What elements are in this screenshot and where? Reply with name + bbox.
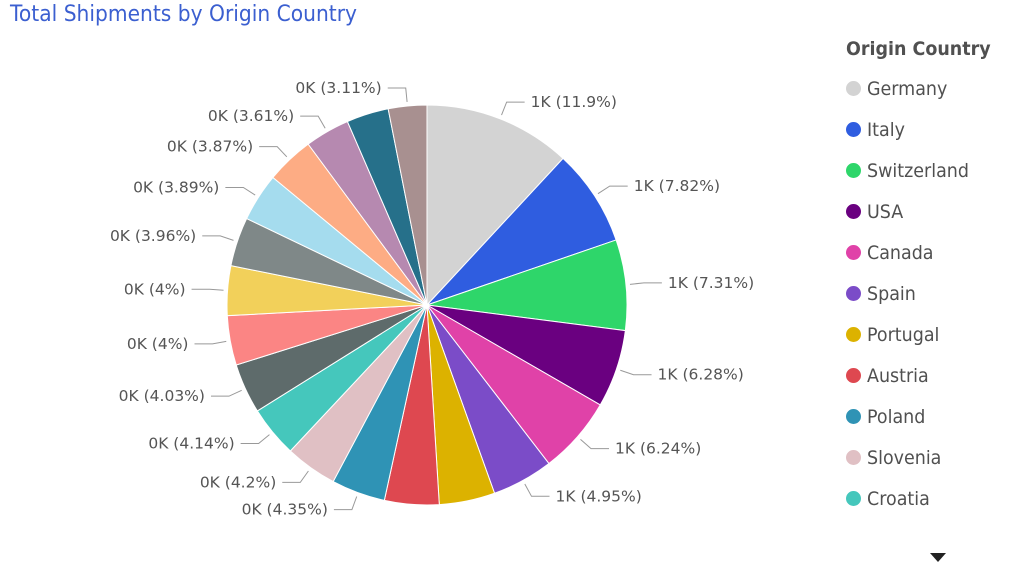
legend-swatch: [846, 368, 861, 383]
leader-line: [620, 369, 652, 376]
data-label: 0K (3.89%): [133, 179, 219, 197]
legend-swatch: [846, 163, 861, 178]
leader-line: [225, 187, 256, 196]
legend-label: Italy: [867, 118, 905, 141]
pie-chart: 1K (11.9%) 1K (7.82%) 1K (7.31%) 1K (6.28%)…: [110, 79, 754, 519]
legend-swatch: [846, 327, 861, 342]
legend-label: Portugal: [867, 323, 940, 346]
legend: Origin Country Germany Italy Switzerland US…: [846, 38, 1026, 519]
data-label: 0K (4.03%): [119, 387, 205, 405]
leader-line: [580, 438, 610, 450]
legend-swatch: [846, 122, 861, 137]
legend-item[interactable]: Poland: [846, 396, 1026, 437]
leader-line: [501, 101, 525, 116]
data-label: 0K (3.87%): [167, 138, 253, 156]
data-label: 1K (7.82%): [634, 177, 720, 195]
leader-line: [282, 470, 309, 483]
legend-item[interactable]: Germany: [846, 68, 1026, 109]
legend-item[interactable]: Slovenia: [846, 437, 1026, 478]
data-label: 0K (4.14%): [148, 434, 234, 452]
legend-item[interactable]: Spain: [846, 273, 1026, 314]
legend-swatch: [846, 450, 861, 465]
leader-line: [202, 235, 234, 241]
leader-line: [524, 483, 550, 497]
legend-item[interactable]: Croatia: [846, 478, 1026, 519]
leader-line: [629, 282, 662, 285]
legend-label: Poland: [867, 405, 926, 428]
leader-line: [387, 87, 408, 103]
legend-swatch: [846, 204, 861, 219]
data-label: 0K (3.11%): [295, 79, 381, 97]
data-label: 0K (4.2%): [200, 473, 276, 491]
pie-slice[interactable]: [426, 104, 564, 307]
data-label: 1K (6.28%): [658, 366, 744, 384]
data-label: 1K (7.31%): [668, 274, 754, 292]
legend-label: Germany: [867, 77, 948, 100]
legend-title: Origin Country: [846, 38, 991, 60]
pie-slice[interactable]: [426, 157, 617, 306]
legend-label: Austria: [867, 364, 929, 387]
triangle-down-icon[interactable]: [930, 553, 946, 562]
legend-item[interactable]: Canada: [846, 232, 1026, 273]
leader-line: [333, 496, 358, 511]
pie-slice[interactable]: [387, 104, 428, 306]
data-label: 0K (4%): [127, 335, 189, 353]
legend-item[interactable]: Italy: [846, 109, 1026, 150]
legend-item[interactable]: USA: [846, 191, 1026, 232]
chart-title: Total Shipments by Origin Country: [10, 2, 358, 27]
legend-item[interactable]: Austria: [846, 355, 1026, 396]
legend-label: Switzerland: [867, 159, 969, 182]
legend-swatch: [846, 286, 861, 301]
data-label: 0K (4%): [124, 280, 186, 298]
legend-swatch: [846, 409, 861, 424]
legend-label: Canada: [867, 241, 934, 264]
leader-line: [300, 115, 326, 129]
leader-line: [191, 288, 224, 291]
legend-label: Slovenia: [867, 446, 942, 469]
data-label: 0K (3.61%): [208, 107, 294, 125]
data-label: 0K (3.96%): [110, 227, 196, 245]
data-label: 0K (4.35%): [242, 501, 328, 519]
data-label: 1K (6.24%): [615, 440, 701, 458]
legend-swatch: [846, 81, 861, 96]
leader-line: [194, 340, 227, 345]
legend-swatch: [846, 491, 861, 506]
legend-label: USA: [867, 200, 904, 223]
legend-item[interactable]: Portugal: [846, 314, 1026, 355]
data-label: 1K (11.9%): [531, 93, 617, 111]
legend-swatch: [846, 245, 861, 260]
data-label: 1K (4.95%): [556, 487, 642, 505]
leader-line: [597, 185, 628, 195]
legend-item[interactable]: Switzerland: [846, 150, 1026, 191]
leader-line: [210, 389, 242, 397]
legend-label: Croatia: [867, 487, 930, 510]
leader-line: [240, 434, 270, 444]
legend-label: Spain: [867, 282, 916, 305]
leader-line: [259, 146, 288, 158]
legend-items: Germany Italy Switzerland USA Canada Spain Por…: [846, 68, 1026, 519]
